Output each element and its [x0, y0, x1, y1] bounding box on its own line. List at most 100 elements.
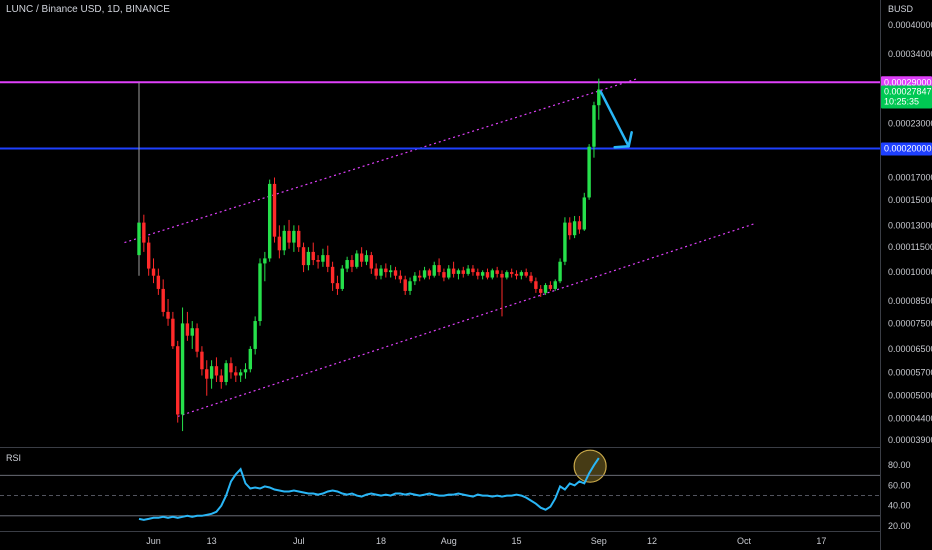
resistance-price-badge-text: 0.00029000 [884, 77, 932, 87]
candle [321, 248, 325, 267]
time-tick-label: Oct [737, 536, 752, 546]
candle-body [553, 281, 557, 289]
candle [185, 311, 190, 341]
candle [345, 256, 349, 273]
candle [568, 217, 572, 240]
candle [577, 215, 582, 234]
candle-body [171, 318, 175, 347]
candle-body [219, 375, 223, 382]
candle-body [224, 363, 228, 382]
candle [471, 265, 475, 276]
candle-body [451, 268, 456, 274]
candle-body [267, 183, 272, 259]
candle-body [137, 222, 141, 256]
candle [509, 268, 514, 278]
rsi-tick-label: 80.00 [888, 460, 911, 470]
candle [553, 279, 557, 291]
candle-body [534, 281, 538, 289]
candle-body [190, 328, 194, 336]
candle-body [326, 255, 330, 267]
candle [146, 236, 151, 276]
candle [485, 268, 490, 280]
candle-body [379, 268, 383, 276]
candle [277, 225, 282, 259]
current-price-badge-text: 10:25:35 [884, 96, 919, 106]
candle [408, 277, 412, 295]
candle-body [321, 255, 325, 262]
candle-body [495, 270, 499, 274]
candle-body [205, 369, 209, 379]
candle [447, 265, 451, 280]
candle-body [505, 272, 509, 278]
candle-body [422, 270, 427, 278]
candle-body [514, 273, 519, 276]
candle [558, 258, 562, 284]
candle-body [248, 348, 253, 370]
rsi-tick-label: 40.00 [888, 501, 911, 511]
candle [316, 255, 320, 269]
candle-body [243, 369, 248, 373]
candle-body [311, 251, 315, 261]
candle [243, 363, 248, 379]
price-tick-label: 0.00023000 [888, 119, 932, 129]
price-channel [124, 78, 754, 418]
candle-body [185, 323, 190, 336]
candle [224, 360, 228, 386]
candle-body [209, 366, 214, 379]
horizontal-levels[interactable] [0, 81, 880, 150]
candle [190, 321, 194, 349]
candle-body [592, 105, 596, 147]
price-tick-label: 0.00004400 [888, 413, 932, 423]
time-tick-label: Aug [441, 536, 457, 546]
candle-body [519, 272, 524, 276]
candle [209, 360, 214, 389]
time-tick-label: Sep [591, 536, 607, 546]
candle [292, 225, 296, 252]
candle-body [369, 255, 374, 269]
candle [350, 255, 354, 273]
candle [234, 366, 238, 382]
candle [451, 261, 456, 278]
candle [476, 268, 480, 280]
candle-body [292, 230, 296, 243]
candle [297, 225, 301, 252]
candle-body [146, 242, 151, 269]
candle [403, 275, 407, 295]
candle-body [301, 247, 306, 266]
candle [437, 258, 441, 276]
candle-body [480, 272, 485, 276]
candle [219, 369, 223, 389]
price-tick-label: 0.00013000 [888, 220, 932, 230]
candle [267, 179, 272, 262]
candle [195, 323, 199, 358]
candle [205, 360, 209, 396]
candle [151, 258, 156, 284]
support-price-badge-text: 0.00020000 [884, 144, 932, 154]
candle-body [238, 372, 243, 376]
candle [456, 268, 461, 280]
candle [335, 275, 340, 295]
candle-body [316, 260, 320, 262]
candle-body [350, 260, 354, 267]
time-tick-label: 17 [816, 536, 826, 546]
time-tick-label: 15 [512, 536, 522, 546]
candle-body [524, 272, 528, 276]
candle-body [161, 288, 165, 312]
candle [214, 357, 219, 382]
candle-body [234, 372, 238, 376]
time-tick-label: Jul [293, 536, 305, 546]
candle [253, 316, 257, 355]
candle [229, 357, 233, 379]
candle [442, 268, 446, 282]
candle [572, 215, 577, 239]
price-tick-label: 0.00034000 [888, 49, 932, 59]
candle-body [151, 268, 156, 276]
candle [355, 250, 359, 269]
support-price-badge-bg [881, 142, 932, 156]
candle [529, 272, 533, 284]
rsi-pane-label: RSI [6, 453, 22, 463]
candle [364, 250, 369, 266]
candle-body [229, 363, 233, 373]
candle-body [287, 230, 291, 243]
